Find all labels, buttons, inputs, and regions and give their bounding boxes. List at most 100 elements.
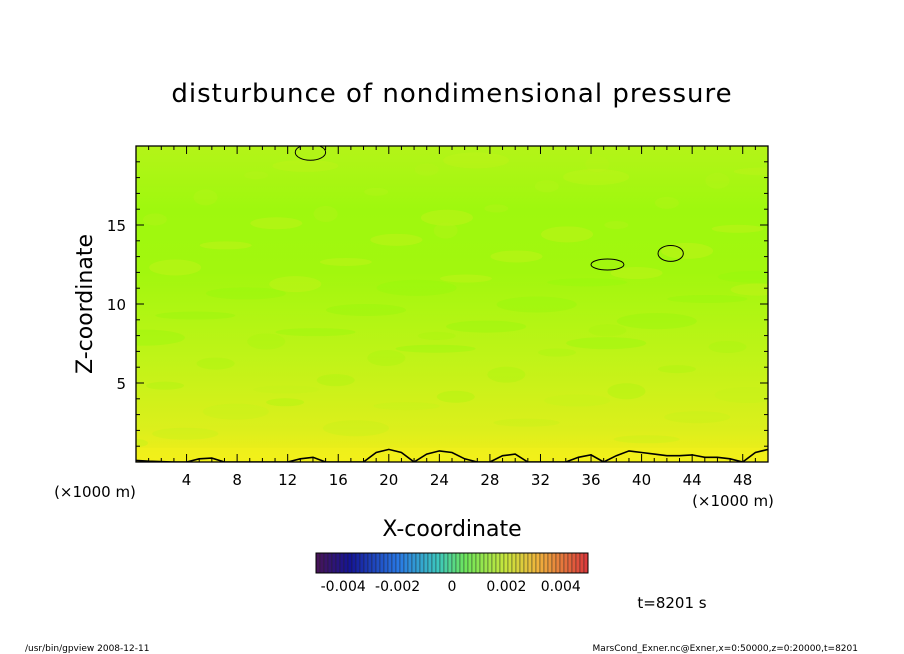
- colorbar-cell: [331, 552, 337, 574]
- colorbar-cell: [375, 552, 381, 574]
- field-texture: [420, 209, 473, 226]
- field-texture: [373, 402, 440, 411]
- colorbar-cell: [455, 552, 461, 574]
- x-unit-left: (×1000 m): [54, 483, 136, 501]
- colorbar-cell: [527, 552, 533, 574]
- colorbar-cell: [487, 552, 493, 574]
- colorbar-cell: [379, 552, 385, 574]
- colorbar-cell: [447, 552, 453, 574]
- colorbar-cell: [387, 552, 393, 574]
- colorbar-cell: [315, 552, 321, 574]
- colorbar-cell: [435, 552, 441, 574]
- colorbar-cell: [535, 552, 541, 574]
- colorbar-cell: [419, 552, 425, 574]
- colorbar-cell: [395, 552, 401, 574]
- field-texture: [269, 276, 322, 293]
- x-tick-label: 28: [480, 471, 499, 489]
- field-texture: [717, 270, 768, 283]
- colorbar-tick-label: -0.002: [375, 579, 420, 595]
- x-tick-label: 24: [430, 471, 449, 489]
- field-texture: [142, 213, 167, 226]
- field-texture: [202, 403, 269, 420]
- colorbar-cell: [443, 552, 449, 574]
- field-texture: [487, 366, 526, 383]
- field-texture: [588, 324, 627, 337]
- field-texture: [711, 224, 764, 233]
- colorbar-cell: [479, 552, 485, 574]
- colorbar-cell: [515, 552, 521, 574]
- colorbar-cell: [427, 552, 433, 574]
- field-texture: [661, 242, 714, 259]
- field-texture: [664, 411, 731, 424]
- field-texture: [414, 163, 439, 176]
- colorbar-cell: [399, 552, 405, 574]
- field-texture: [610, 267, 663, 280]
- x-tick-label: 12: [278, 471, 297, 489]
- colorbar-cell: [463, 552, 469, 574]
- y-axis-label: Z-coordinate: [73, 234, 98, 374]
- colorbar-cell: [547, 552, 553, 574]
- colorbar-tick-label: -0.004: [321, 579, 366, 595]
- colorbar-cell: [571, 552, 577, 574]
- colorbar-cell: [491, 552, 497, 574]
- field-texture: [613, 435, 680, 444]
- field-texture: [193, 189, 218, 206]
- field-texture: [367, 350, 406, 367]
- colorbar-cell: [531, 552, 537, 574]
- field-texture: [616, 313, 697, 330]
- y-tick-label: 5: [116, 375, 126, 393]
- field-texture: [585, 156, 610, 173]
- field-texture: [136, 439, 148, 448]
- colorbar-cell: [439, 552, 445, 574]
- colorbar-cell: [343, 552, 349, 574]
- field-texture: [326, 304, 407, 317]
- colorbar-cell: [475, 552, 481, 574]
- colorbar-cell: [355, 552, 361, 574]
- field-texture: [566, 337, 647, 350]
- colorbar-cell: [411, 552, 417, 574]
- colorbar: -0.004 -0.002 0 0.002 0.004: [315, 552, 589, 595]
- x-tick-label: 20: [379, 471, 398, 489]
- field-texture: [205, 287, 286, 300]
- chart-title: disturbunce of nondimensional pressure: [171, 79, 732, 109]
- colorbar-tick-label: 0.004: [541, 579, 581, 595]
- field-texture: [657, 365, 696, 374]
- field-texture: [266, 398, 305, 407]
- colorbar-cell: [423, 552, 429, 574]
- field-texture: [667, 294, 748, 303]
- colorbar-cell: [539, 552, 545, 574]
- time-label: t=8201 s: [637, 594, 706, 612]
- colorbar-cell: [575, 552, 581, 574]
- colorbar-cell: [363, 552, 369, 574]
- field-texture: [155, 311, 236, 320]
- colorbar-cell: [415, 552, 421, 574]
- field-texture: [196, 357, 235, 370]
- contour-line-bottom: [136, 448, 768, 462]
- colorbar-cell: [451, 552, 457, 574]
- x-tick-label: 48: [733, 471, 752, 489]
- colorbar-cell: [563, 552, 569, 574]
- field-texture: [708, 340, 747, 353]
- x-tick-label: 8: [232, 471, 242, 489]
- field-texture: [146, 381, 185, 390]
- field-texture: [705, 172, 730, 189]
- field-texture: [136, 329, 185, 346]
- field-texture: [244, 171, 269, 180]
- colorbar-cell: [543, 552, 549, 574]
- colorbar-cell: [403, 552, 409, 574]
- field-texture: [484, 204, 509, 213]
- field-texture: [496, 296, 577, 313]
- field-texture: [247, 333, 286, 350]
- x-tick-label: 4: [182, 471, 192, 489]
- colorbar-cell: [359, 552, 365, 574]
- colorbar-cell: [339, 552, 345, 574]
- colorbar-cell: [351, 552, 357, 574]
- colorbar-cell: [467, 552, 473, 574]
- field-texture: [544, 394, 611, 407]
- colorbar-cell: [499, 552, 505, 574]
- colorbar-tick-label: 0: [448, 579, 457, 595]
- field-texture: [376, 279, 457, 296]
- field-texture: [547, 278, 628, 287]
